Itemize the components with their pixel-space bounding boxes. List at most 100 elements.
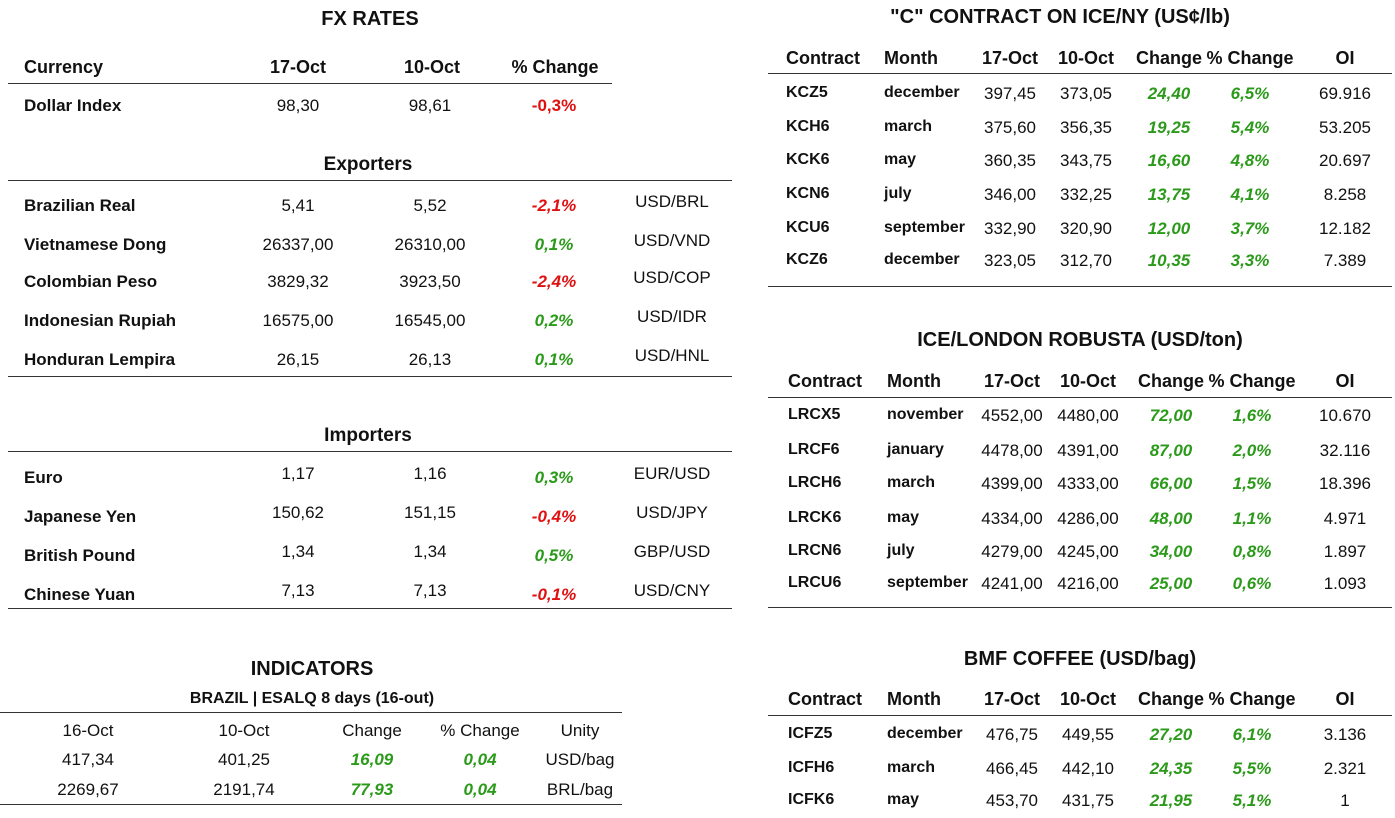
ice-ny-cell-v2: 320,90 — [1060, 219, 1112, 238]
importer-name: Euro — [24, 468, 63, 487]
robusta-cell-v1: 4334,00 — [981, 509, 1043, 528]
ice-ny-header-date2: 10-Oct — [1057, 48, 1115, 68]
ice-ny-cell-pct: 6,5% — [1230, 84, 1270, 103]
importer-name: Japanese Yen — [24, 507, 137, 526]
exporter-change: -2,4% — [531, 272, 577, 291]
robusta-cell-oi: 32.116 — [1319, 441, 1371, 460]
exporter-v1: 26,15 — [276, 350, 320, 369]
ice-ny-cell-pct: 5,4% — [1230, 118, 1270, 137]
bmf-cell-v1: 476,75 — [986, 725, 1038, 744]
robusta-header-oi: OI — [1335, 371, 1355, 391]
ice-ny-cell-v2: 332,25 — [1060, 185, 1112, 204]
robusta-title: ICE/LONDON ROBUSTA (USD/ton) — [917, 329, 1243, 351]
indicators-header-change: Change — [342, 721, 402, 740]
ice-ny-cell-chg: 10,35 — [1147, 251, 1191, 270]
indicators-row-unit: USD/bag — [545, 750, 615, 769]
robusta-cell-month: november — [887, 406, 964, 423]
ice-ny-header-month: Month — [884, 48, 938, 68]
bmf-cell-oi: 1 — [1340, 791, 1350, 810]
ice-ny-header-change: Change — [1135, 48, 1202, 68]
indicators-row-unit: BRL/bag — [546, 780, 614, 799]
bmf-cell-month: december — [887, 725, 963, 742]
indicators-row-pct: 0,04 — [463, 750, 497, 769]
indicators-bottom-rule — [0, 804, 622, 805]
ice-ny-cell-month: may — [884, 151, 917, 168]
fx-header-date1: 17-Oct — [269, 57, 327, 77]
importer-name: Chinese Yuan — [24, 585, 136, 604]
indicators-row-pct: 0,04 — [463, 780, 497, 799]
ice-ny-cell-pct: 4,1% — [1230, 185, 1270, 204]
exporter-change: 0,1% — [534, 235, 574, 254]
indicators-row-change: 77,93 — [350, 780, 394, 799]
robusta-cell-oi: 10.670 — [1319, 406, 1371, 425]
robusta-cell-v2: 4245,00 — [1057, 542, 1119, 561]
dollar-index-v2: 98,61 — [408, 96, 452, 115]
ice-ny-cell-contract: KCN6 — [786, 185, 830, 202]
importers-top-rule — [8, 451, 732, 452]
robusta-cell-pct: 1,6% — [1232, 406, 1272, 425]
indicators-subtitle: BRAZIL | ESALQ 8 days (16-out) — [189, 690, 435, 707]
robusta-cell-oi: 18.396 — [1319, 474, 1371, 493]
bmf-cell-month: march — [887, 759, 936, 776]
robusta-cell-month: may — [887, 509, 920, 526]
robusta-cell-chg: 25,00 — [1149, 574, 1193, 593]
robusta-header-pct: % Change — [1208, 371, 1296, 391]
indicators-row-v1: 417,34 — [62, 750, 114, 769]
robusta-cell-month: january — [887, 441, 944, 458]
indicators-row-v1: 2269,67 — [57, 780, 119, 799]
fx-header-change: % Change — [511, 57, 599, 77]
bmf-cell-pct: 5,1% — [1232, 791, 1272, 810]
importers-title: Importers — [324, 425, 412, 446]
exporters-title: Exporters — [323, 154, 413, 175]
ice-ny-bottom-rule — [768, 286, 1392, 287]
ice-ny-header-contract: Contract — [786, 48, 861, 68]
robusta-cell-chg: 87,00 — [1149, 441, 1193, 460]
importer-v1: 1,34 — [281, 542, 315, 561]
ice-ny-header-oi: OI — [1335, 48, 1355, 68]
importer-change: 0,5% — [534, 546, 574, 565]
exporter-v1: 5,41 — [281, 196, 315, 215]
robusta-cell-v2: 4480,00 — [1057, 406, 1119, 425]
ice-ny-cell-chg: 24,40 — [1147, 84, 1191, 103]
exporter-name: Indonesian Rupiah — [24, 311, 177, 330]
ice-ny-cell-oi: 53.205 — [1319, 118, 1371, 137]
robusta-cell-v1: 4399,00 — [981, 474, 1043, 493]
robusta-cell-contract: LRCH6 — [788, 474, 842, 491]
bmf-header-oi: OI — [1335, 689, 1355, 709]
exporter-pair: USD/IDR — [637, 307, 707, 326]
robusta-header-month: Month — [887, 371, 941, 391]
indicators-row-change: 16,09 — [350, 750, 394, 769]
robusta-cell-pct: 2,0% — [1232, 441, 1272, 460]
ice-ny-cell-oi: 20.697 — [1319, 151, 1371, 170]
bmf-header-contract: Contract — [788, 689, 863, 709]
fx-title: FX RATES — [321, 8, 419, 30]
bmf-cell-month: may — [887, 791, 920, 808]
bmf-cell-v2: 442,10 — [1062, 759, 1114, 778]
ice-ny-cell-month: july — [884, 185, 912, 202]
importer-v2: 1,34 — [413, 542, 447, 561]
bmf-cell-contract: ICFH6 — [788, 759, 835, 776]
ice-ny-cell-contract: KCH6 — [786, 118, 830, 135]
exporter-name: Vietnamese Dong — [24, 235, 167, 254]
importer-pair: EUR/USD — [633, 464, 711, 483]
ice-ny-cell-v1: 375,60 — [984, 118, 1036, 137]
indicators-title: INDICATORS — [250, 658, 374, 680]
bmf-title: BMF COFFEE (USD/bag) — [963, 648, 1197, 670]
robusta-cell-chg: 66,00 — [1149, 474, 1193, 493]
importer-v1: 7,13 — [281, 581, 315, 600]
robusta-cell-month: september — [887, 574, 968, 591]
bmf-cell-v2: 431,75 — [1062, 791, 1114, 810]
robusta-cell-chg: 72,00 — [1149, 406, 1193, 425]
ice-ny-cell-month: march — [884, 118, 933, 135]
bmf-cell-contract: ICFZ5 — [788, 725, 833, 742]
indicators-header-date1: 16-Oct — [62, 721, 114, 740]
bmf-header-pct: % Change — [1208, 689, 1296, 709]
exporter-change: 0,1% — [534, 350, 574, 369]
bmf-cell-chg: 24,35 — [1149, 759, 1193, 778]
bmf-header-date2: 10-Oct — [1059, 689, 1117, 709]
exporter-change: -2,1% — [531, 196, 577, 215]
ice-ny-cell-v2: 356,35 — [1060, 118, 1112, 137]
bmf-cell-contract: ICFK6 — [788, 791, 835, 808]
bmf-header-rule — [768, 715, 1392, 716]
robusta-cell-contract: LRCX5 — [788, 406, 841, 423]
